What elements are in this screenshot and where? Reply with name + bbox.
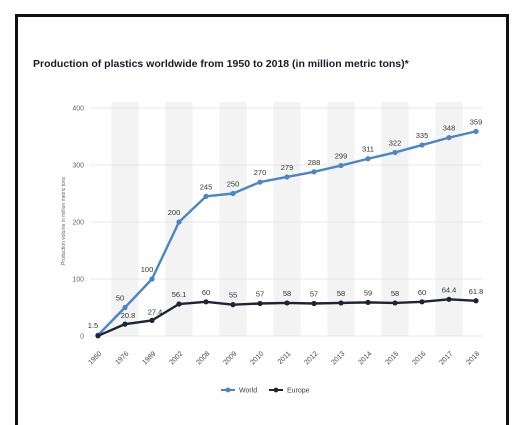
legend-marker bbox=[273, 387, 279, 393]
y-tick-label: 200 bbox=[72, 220, 84, 227]
data-point-world bbox=[446, 135, 452, 141]
data-point-europe bbox=[257, 300, 263, 307]
data-point-europe bbox=[230, 302, 236, 308]
data-point-europe bbox=[149, 317, 155, 323]
y-axis-label: Production volume in million metric tons bbox=[61, 176, 67, 265]
y-tick-label: 100 bbox=[72, 277, 84, 284]
x-tick-label: 2016 bbox=[411, 350, 427, 366]
data-label-europe: 56.1 bbox=[172, 290, 187, 299]
data-point-world bbox=[365, 156, 371, 162]
x-tick-label: 2013 bbox=[330, 350, 346, 366]
y-axis-ticks: 0 100 200 300 400 bbox=[72, 106, 84, 341]
data-point-europe bbox=[311, 300, 317, 307]
data-label-world: 200 bbox=[168, 208, 181, 217]
data-label-world: 311 bbox=[362, 145, 374, 154]
data-point-europe bbox=[122, 321, 128, 327]
data-point-world bbox=[257, 179, 263, 185]
data-point-world bbox=[284, 174, 290, 180]
data-label-world: 279 bbox=[281, 163, 294, 172]
x-tick-label: 1950 bbox=[87, 350, 103, 366]
data-labels: 1.5 50 100 200 245 250 270 279 288 299 311 322 335 34… bbox=[88, 117, 484, 330]
x-tick-label: 2012 bbox=[303, 350, 319, 366]
column-band bbox=[219, 102, 247, 336]
data-point-world bbox=[203, 193, 209, 199]
x-tick-label: 1989 bbox=[141, 350, 157, 366]
data-label-europe: 55 bbox=[229, 291, 237, 300]
data-point-europe bbox=[176, 301, 182, 307]
x-axis-ticks: 1950 1976 1989 2002 2008 2009 2010 2011 2012 2013… bbox=[87, 350, 481, 366]
data-label-europe: 59 bbox=[364, 288, 372, 297]
data-label-europe: 58 bbox=[391, 289, 399, 298]
data-label-europe: 58 bbox=[337, 289, 345, 298]
series-lines bbox=[95, 128, 479, 339]
data-label-europe: 20.8 bbox=[121, 311, 136, 320]
data-label-europe: 57 bbox=[310, 290, 318, 299]
column-bands bbox=[111, 102, 463, 336]
data-point-world bbox=[473, 128, 479, 134]
legend-item-europe[interactable]: Europe bbox=[287, 388, 310, 395]
y-tick-label: 0 bbox=[80, 334, 84, 341]
data-point-world bbox=[149, 276, 155, 282]
x-tick-label: 2009 bbox=[222, 350, 238, 366]
data-point-europe bbox=[365, 299, 371, 305]
x-tick-label: 2014 bbox=[357, 350, 373, 366]
data-label-world: 348 bbox=[443, 124, 456, 133]
data-label-europe: 58 bbox=[283, 289, 291, 298]
chart-title: Production of plastics worldwide from 19… bbox=[33, 58, 409, 70]
data-point-europe bbox=[419, 299, 425, 305]
x-tick-label: 2008 bbox=[195, 350, 211, 366]
data-label-europe: 60 bbox=[418, 288, 426, 297]
data-point-world bbox=[230, 190, 236, 197]
legend-item-world[interactable]: World bbox=[239, 388, 257, 395]
legend-marker bbox=[225, 387, 231, 393]
data-label-europe: 27.4 bbox=[148, 307, 163, 316]
data-label-world: 299 bbox=[335, 152, 348, 161]
data-label-europe: 64.4 bbox=[442, 285, 457, 294]
data-label-world: 250 bbox=[227, 180, 240, 189]
x-tick-label: 2011 bbox=[277, 350, 293, 366]
column-band bbox=[273, 102, 301, 336]
data-label-world: 245 bbox=[200, 182, 213, 191]
data-point-europe bbox=[338, 300, 344, 306]
x-tick-label: 2017 bbox=[438, 350, 454, 366]
data-point-europe bbox=[473, 298, 479, 304]
data-point-world bbox=[122, 304, 128, 311]
data-label-world: 359 bbox=[470, 117, 483, 126]
column-band bbox=[381, 102, 409, 336]
y-tick-label: 400 bbox=[72, 106, 84, 113]
data-label-world: 100 bbox=[141, 265, 154, 274]
data-label-world: 1.5 bbox=[88, 321, 98, 330]
data-point-world bbox=[419, 142, 425, 148]
data-label-europe: 61.8 bbox=[469, 287, 484, 296]
data-point-europe bbox=[95, 333, 101, 339]
column-band bbox=[165, 102, 193, 336]
data-label-europe: 57 bbox=[256, 290, 264, 299]
y-tick-label: 300 bbox=[72, 163, 84, 170]
data-point-world bbox=[392, 149, 398, 156]
data-label-europe: 60 bbox=[202, 288, 210, 297]
data-point-world bbox=[176, 219, 182, 225]
data-point-europe bbox=[446, 296, 452, 302]
x-tick-label: 2015 bbox=[384, 350, 400, 366]
chart-frame bbox=[15, 14, 509, 425]
legend: World Europe bbox=[221, 388, 310, 395]
data-label-world: 270 bbox=[254, 168, 267, 177]
gridlines bbox=[90, 107, 482, 337]
x-tick-label: 2010 bbox=[249, 350, 265, 366]
x-tick-label: 1976 bbox=[114, 350, 130, 366]
data-label-world: 50 bbox=[116, 294, 124, 303]
data-label-world: 322 bbox=[389, 138, 402, 147]
data-point-europe bbox=[392, 300, 398, 306]
column-band bbox=[327, 102, 355, 336]
x-tick-label: 2018 bbox=[465, 350, 481, 366]
x-tick-label: 2002 bbox=[168, 350, 184, 366]
data-point-world bbox=[311, 169, 317, 175]
data-point-world bbox=[338, 162, 344, 169]
data-label-world: 335 bbox=[416, 131, 429, 140]
data-label-world: 288 bbox=[308, 158, 321, 167]
data-point-europe bbox=[203, 299, 209, 305]
data-point-europe bbox=[284, 300, 290, 306]
